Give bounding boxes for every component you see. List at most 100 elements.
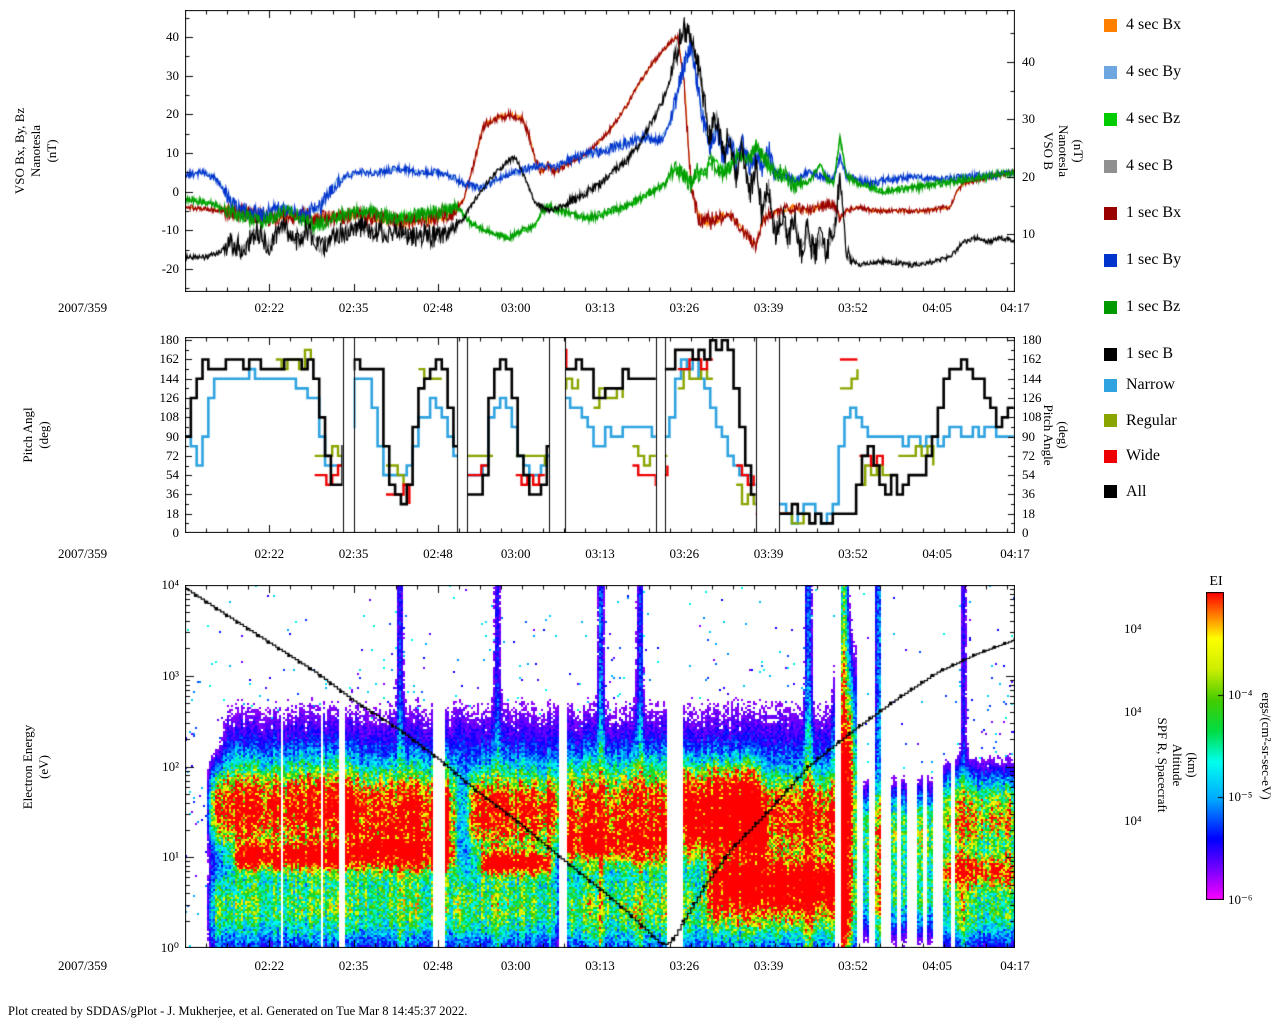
x-tick-label: 04:17 xyxy=(1000,546,1030,561)
legend-item: 4 sec Bx xyxy=(1104,16,1181,34)
colorbar-unit-label: ergs/(cm²-sr-sec-eV) xyxy=(1259,692,1274,800)
colorbar-tick-label: 10⁻⁵ xyxy=(1228,789,1253,805)
legend-label: Regular xyxy=(1126,411,1177,429)
colorbar-tick-label: 10⁻⁶ xyxy=(1228,892,1253,907)
x-tick-label: 03:39 xyxy=(753,546,784,561)
y-axis-title-right: Nanotesla xyxy=(1056,125,1071,177)
date-label: 2007/359 xyxy=(58,958,108,973)
x-tick-label: 02:48 xyxy=(423,300,453,315)
y-tick-label-right: 72 xyxy=(1022,447,1035,463)
legend-swatch xyxy=(1104,485,1117,498)
y-tick-label-right: 18 xyxy=(1022,505,1035,521)
legend-item: 1 sec By xyxy=(1104,251,1181,269)
y-tick-label-right: 20 xyxy=(1022,168,1035,184)
x-tick-label: 04:05 xyxy=(922,546,952,561)
legend-item: 4 sec By xyxy=(1104,63,1181,81)
x-tick-label: 02:22 xyxy=(254,958,285,973)
legend-label: 4 sec Bx xyxy=(1126,16,1182,33)
y-tick-label-right: 40 xyxy=(1022,53,1035,69)
y-tick-label-right: 0 xyxy=(1022,525,1029,540)
legend-label: 1 sec Bz xyxy=(1126,298,1181,315)
y-tick-label: -20 xyxy=(161,260,179,276)
y-tick-label-right: 162 xyxy=(1022,351,1042,367)
x-tick-label: 03:52 xyxy=(838,300,868,315)
y-tick-label: 126 xyxy=(159,390,180,406)
x-tick-label: 03:13 xyxy=(585,546,615,561)
y-axis-title-right: (km) xyxy=(1185,751,1200,778)
legend-label: Wide xyxy=(1126,447,1161,464)
footer-credit: Plot created by SDDAS/gPlot - J. Mukherj… xyxy=(8,1004,468,1018)
legend-label: Narrow xyxy=(1126,376,1175,393)
y-tick-label: 30 xyxy=(166,67,179,83)
y-tick-label-right: 54 xyxy=(1022,467,1035,483)
pitch-angle-panel xyxy=(185,337,1015,533)
x-tick-label: 03:13 xyxy=(585,300,615,315)
date-label: 2007/359 xyxy=(58,300,108,315)
x-tick-label: 02:22 xyxy=(254,300,285,315)
y-tick-label-right: 10 xyxy=(1022,226,1035,242)
legend-label: 4 sec By xyxy=(1126,63,1182,80)
y-tick-label: 10⁴ xyxy=(161,577,179,592)
legend-item: 1 sec Bz xyxy=(1104,298,1180,316)
legend-swatch xyxy=(1104,347,1117,361)
legend-item: Narrow xyxy=(1104,376,1175,394)
legend-label: 1 sec Bx xyxy=(1126,204,1182,221)
altitude-tick-label: 10⁴ xyxy=(1124,620,1142,636)
y-tick-label: -10 xyxy=(161,222,179,238)
legend-swatch xyxy=(1104,378,1117,392)
altitude-tick-label: 10⁴ xyxy=(1124,704,1142,720)
y-axis-title-right: (deg) xyxy=(1056,421,1071,449)
x-tick-label: 03:39 xyxy=(753,958,784,973)
x-tick-label: 02:22 xyxy=(254,546,285,561)
y-tick-label: 180 xyxy=(159,332,180,348)
legend-swatch xyxy=(1104,253,1117,267)
x-tick-label: 03:00 xyxy=(500,300,531,315)
y-axis-title-left: VSO Bx, By, Bz xyxy=(12,107,27,195)
x-tick-label: 04:05 xyxy=(922,300,952,315)
y-axis-title-left: Nanotesla xyxy=(28,125,43,177)
colorbar-title: EI xyxy=(1209,574,1223,589)
y-tick-label: 20 xyxy=(166,106,179,122)
x-tick-label: 02:35 xyxy=(338,546,369,561)
electron-spectrogram-panel xyxy=(185,585,1015,948)
x-tick-label: 04:17 xyxy=(1000,300,1030,315)
legend-swatch xyxy=(1104,159,1117,173)
y-axis-title-right: VSO B xyxy=(1041,132,1056,170)
x-tick-label: 02:35 xyxy=(338,958,369,973)
y-axis-title-left: Pitch Angl xyxy=(20,407,35,463)
y-tick-label: 10 xyxy=(166,144,179,160)
y-axis-title-right: Altitude xyxy=(1170,743,1185,786)
x-tick-label: 04:17 xyxy=(1000,958,1030,973)
legend-label: 1 sec B xyxy=(1126,345,1174,362)
legend-swatch xyxy=(1104,112,1117,126)
x-tick-label: 03:26 xyxy=(669,958,700,973)
y-tick-label: 40 xyxy=(166,29,179,45)
y-tick-label: 54 xyxy=(166,467,179,483)
legend-label: 4 sec B xyxy=(1126,157,1174,174)
x-tick-label: 03:26 xyxy=(669,546,700,561)
x-tick-label: 02:48 xyxy=(423,546,453,561)
y-axis-title-right: SPF R, Spacecraft xyxy=(1155,717,1170,812)
y-axis-title-left: Electron Energy xyxy=(20,724,35,809)
legend-swatch xyxy=(1104,65,1117,79)
legend-label: 1 sec By xyxy=(1126,251,1182,268)
legend-label: All xyxy=(1126,482,1147,500)
y-tick-label-right: 180 xyxy=(1022,332,1042,348)
y-axis-title-left: (nT) xyxy=(44,139,59,163)
x-tick-label: 03:00 xyxy=(500,958,531,973)
y-tick-label: 108 xyxy=(159,409,180,425)
y-tick-label: 0 xyxy=(172,525,180,540)
x-tick-label: 04:05 xyxy=(922,958,952,973)
legend-label: 4 sec Bz xyxy=(1126,110,1181,127)
y-tick-label-right: 36 xyxy=(1022,486,1035,502)
x-tick-label: 02:35 xyxy=(338,300,369,315)
y-axis-title-right: Pitch Angle xyxy=(1041,404,1056,466)
legend: 4 sec Bx 4 sec By 4 sec Bz 4 sec B 1 sec Bx 1… xyxy=(1104,2,1280,532)
y-tick-label: 10⁰ xyxy=(160,940,179,955)
legend-swatch xyxy=(1104,300,1117,314)
y-tick-label-right: 90 xyxy=(1022,428,1035,444)
legend-item: 1 sec B xyxy=(1104,345,1173,363)
altitude-tick-label: 10⁴ xyxy=(1124,812,1142,828)
magnetic-field-panel xyxy=(185,10,1015,292)
